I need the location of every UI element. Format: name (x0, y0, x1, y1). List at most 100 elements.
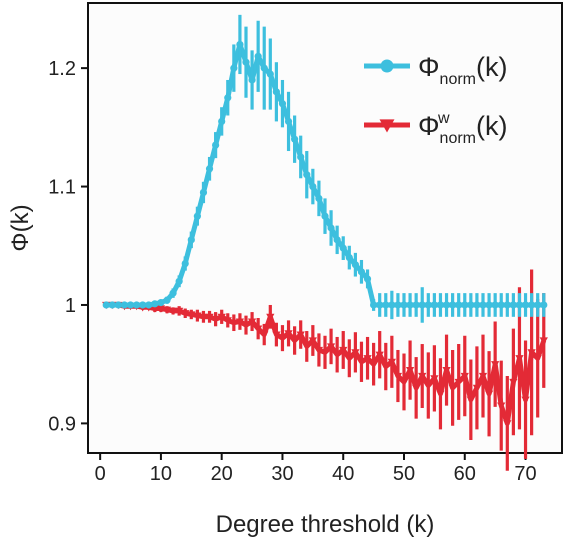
data-point (339, 244, 347, 252)
data-point (181, 310, 190, 318)
data-point (102, 301, 110, 309)
data-point (272, 331, 281, 339)
data-point (491, 301, 499, 309)
data-point (405, 367, 415, 375)
data-point (497, 402, 506, 410)
data-point (205, 313, 214, 321)
data-point (229, 319, 238, 327)
x-tick-label: 70 (514, 463, 536, 485)
data-point (223, 317, 232, 325)
data-point (162, 306, 172, 314)
data-point (139, 301, 147, 309)
data-point (521, 301, 530, 309)
data-point (120, 301, 129, 309)
data-point (375, 351, 384, 359)
data-point (400, 301, 408, 309)
data-point (424, 382, 433, 390)
data-point (169, 289, 177, 297)
data-point (151, 300, 159, 308)
y-tick-label: 1 (65, 295, 76, 317)
x-tick-label: 50 (393, 463, 415, 485)
data-point (424, 301, 432, 309)
data-point (376, 301, 384, 309)
data-point (168, 307, 178, 316)
y-axis-title: Φ(k) (7, 204, 34, 251)
legend-symbol: Φ (418, 111, 440, 141)
data-point (351, 261, 359, 269)
x-tick-label: 10 (150, 463, 172, 485)
data-point (460, 372, 469, 381)
data-point (442, 301, 451, 309)
data-point (309, 182, 317, 191)
data-point (418, 372, 427, 381)
data-point (509, 378, 518, 387)
y-tick-label: 0.9 (48, 413, 76, 435)
legend-subscript: norm (440, 130, 476, 147)
data-point (484, 390, 494, 398)
data-point (327, 224, 335, 232)
data-point (187, 236, 195, 244)
data-point (436, 301, 445, 309)
data-point (467, 301, 475, 309)
data-point (515, 355, 524, 363)
data-point (540, 301, 548, 309)
data-point (466, 396, 475, 404)
data-point (296, 331, 305, 339)
data-point (199, 313, 208, 321)
data-point (193, 312, 202, 320)
data-point (485, 301, 493, 309)
data-point (145, 301, 153, 309)
axis-ticks: 0 10 20 30 40 50 60 70 0.9 1 1.1 1.2 (48, 58, 536, 485)
data-point (509, 301, 517, 309)
legend-label: Φnorm(k) (418, 52, 507, 88)
data-point (321, 212, 329, 220)
data-point (333, 351, 342, 359)
x-axis-title: Degree threshold (k) (216, 511, 435, 538)
data-point (387, 358, 396, 366)
data-point (406, 301, 414, 309)
data-point (370, 301, 378, 309)
data-point (150, 305, 159, 313)
data-point (217, 313, 226, 321)
data-point (418, 301, 426, 309)
data-point (212, 141, 220, 149)
x-tick-label: 60 (454, 463, 476, 485)
data-point (199, 188, 208, 197)
data-point (473, 301, 481, 309)
data-point (345, 254, 353, 262)
data-point (290, 337, 299, 345)
data-point (266, 313, 275, 321)
data-point (333, 236, 341, 244)
data-point (108, 301, 116, 309)
data-point (478, 372, 488, 381)
data-point (399, 378, 409, 387)
data-point (491, 361, 500, 369)
y-tick-label: 1.1 (48, 177, 76, 199)
x-tick-label: 20 (211, 463, 233, 485)
data-point (187, 311, 196, 319)
data-point (539, 337, 548, 345)
data-point (326, 343, 336, 351)
data-point (357, 268, 366, 276)
data-point (291, 135, 299, 143)
data-point (430, 301, 438, 309)
data-point (515, 301, 524, 309)
data-point (224, 94, 232, 102)
data-point (448, 384, 457, 393)
data-point (278, 100, 287, 108)
data-point (454, 378, 463, 387)
data-point (175, 277, 183, 285)
data-point (345, 355, 354, 363)
data-point (503, 301, 511, 309)
data-point (382, 301, 390, 309)
data-point (357, 358, 366, 366)
legend-marker (380, 59, 394, 73)
data-point (388, 301, 396, 309)
data-point (205, 165, 214, 173)
data-point (235, 318, 245, 326)
legend-symbol: Φ (418, 52, 440, 82)
data-point (363, 275, 372, 283)
data-point (284, 330, 293, 338)
data-point (193, 212, 201, 220)
